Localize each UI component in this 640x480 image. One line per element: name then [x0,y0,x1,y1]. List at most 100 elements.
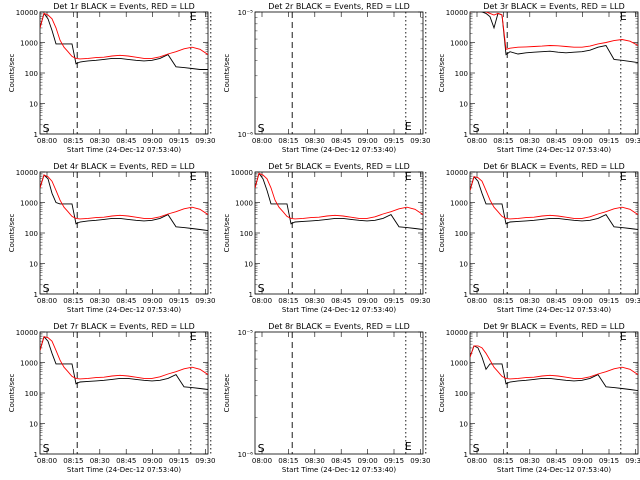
x-tick-label: 08:30 [520,297,540,305]
x-tick-label: 08:00 [252,137,272,145]
x-axis-label: Start Time (24-Dec-12 07:53:40) [282,466,396,474]
plot-frame [254,331,424,455]
x-tick-label: 09:30 [195,457,215,465]
x-axis-label: Start Time (24-Dec-12 07:53:40) [67,146,181,154]
x-tick-label: 08:45 [546,457,566,465]
y-tick-label: 1000 [20,200,38,208]
x-tick-label: 09:00 [358,137,378,145]
y-tick-label: 10⁻⁶ [238,451,254,459]
y-tick-label: 1000 [450,200,468,208]
x-tick-label: 08:30 [520,137,540,145]
x-tick-label: 09:00 [358,457,378,465]
y-tick-label: 10 [244,261,253,269]
x-tick-label: 08:15 [493,457,513,465]
chart-title: Det 5r BLACK = Events, RED = LLD [268,162,410,171]
x-tick-label: 08:45 [331,137,351,145]
events-series-line [470,175,638,230]
events-series-line [255,172,423,230]
events-series-line [40,335,208,390]
y-tick-label: 100 [25,390,38,398]
y-tick-label: 1 [34,131,38,139]
y-tick-label: 10000 [446,329,468,337]
y-tick-label: 100 [240,230,253,238]
marker-label-e: E [620,10,627,23]
y-tick-label: 100 [25,230,38,238]
chart-panel-1: Det 1r BLACK = Events, RED = LLD 1 10 100 10… [8,2,215,154]
x-tick-label: 09:00 [573,137,593,145]
chart-title: Det 8r BLACK = Events, RED = LLD [268,322,410,331]
y-axis-label: Counts/sec [8,214,16,253]
marker-label-e: E [190,10,197,23]
lld-series-line [40,336,208,380]
x-tick-label: 09:00 [573,457,593,465]
marker-label-s: S [473,122,480,135]
plot-frame [254,171,424,295]
chart-panel-5: Det 5r BLACK = Events, RED = LLD 1 10 100 10… [223,162,430,314]
y-tick-label: 10000 [16,9,38,17]
x-tick-label: 08:30 [305,457,325,465]
lld-series-line [40,174,208,220]
marker-label-s: S [258,442,265,455]
plot-frame [254,11,424,135]
plot-frame [469,11,639,135]
x-tick-label: 09:15 [599,137,619,145]
x-tick-label: 08:45 [546,137,566,145]
marker-label-e: E [190,170,197,183]
x-tick-label: 08:30 [305,297,325,305]
x-tick-label: 09:00 [143,297,163,305]
y-tick-label: 1000 [235,200,253,208]
x-tick-label: 09:30 [195,137,215,145]
events-series-line [470,12,638,64]
x-tick-label: 09:30 [410,297,430,305]
x-tick-label: 09:15 [384,457,404,465]
x-tick-label: 08:30 [90,457,110,465]
x-tick-label: 09:00 [573,297,593,305]
x-tick-label: 08:15 [493,137,513,145]
y-axis-label: Counts/sec [223,214,231,253]
y-tick-label: 10 [29,101,38,109]
y-axis-label: Counts/sec [223,374,231,413]
y-tick-label: 10000 [231,169,253,177]
y-tick-label: 10000 [16,169,38,177]
x-tick-label: 08:45 [331,457,351,465]
lld-series-line [255,172,423,220]
chart-panel-8: Det 8r BLACK = Events, RED = LLD 10⁻⁶ 10⁻⁵… [223,322,430,474]
x-tick-label: 08:15 [278,137,298,145]
x-tick-label: 08:00 [252,297,272,305]
y-tick-label: 100 [455,390,468,398]
x-tick-label: 09:15 [169,137,189,145]
x-tick-label: 08:00 [467,457,487,465]
plot-frame [469,331,639,455]
x-tick-label: 08:00 [37,137,57,145]
marker-label-e: E [620,170,627,183]
x-axis-label: Start Time (24-Dec-12 07:53:40) [282,146,396,154]
y-tick-label: 100 [455,230,468,238]
chart-panel-9: Det 9r BLACK = Events, RED = LLD 1 10 100 10… [438,322,640,474]
x-tick-label: 09:30 [625,457,640,465]
x-tick-label: 08:00 [467,297,487,305]
chart-panel-4: Det 4r BLACK = Events, RED = LLD 1 10 100 10… [8,162,215,314]
chart-title: Det 4r BLACK = Events, RED = LLD [53,162,195,171]
marker-label-s: S [258,282,265,295]
y-tick-label: 10 [29,261,38,269]
marker-label-e: E [405,120,412,133]
y-tick-label: 10000 [16,329,38,337]
chart-panel-3: Det 3r BLACK = Events, RED = LLD 1 10 100 10… [438,2,640,154]
plot-frame [39,11,209,135]
x-tick-label: 08:15 [63,137,83,145]
y-tick-label: 1 [464,291,468,299]
x-tick-label: 08:45 [331,297,351,305]
chart-title: Det 7r BLACK = Events, RED = LLD [53,322,195,331]
marker-label-s: S [43,282,50,295]
y-tick-label: 10⁻⁶ [238,131,254,139]
chart-title: Det 6r BLACK = Events, RED = LLD [483,162,625,171]
y-tick-label: 100 [455,70,468,78]
x-tick-label: 08:00 [467,137,487,145]
chart-title: Det 9r BLACK = Events, RED = LLD [483,322,625,331]
chart-panel-7: Det 7r BLACK = Events, RED = LLD 1 10 100 10… [8,322,215,474]
y-tick-label: 1 [249,291,253,299]
y-axis-label: Counts/sec [438,374,446,413]
x-tick-label: 08:00 [37,457,57,465]
x-tick-label: 08:45 [116,137,136,145]
marker-label-s: S [473,442,480,455]
